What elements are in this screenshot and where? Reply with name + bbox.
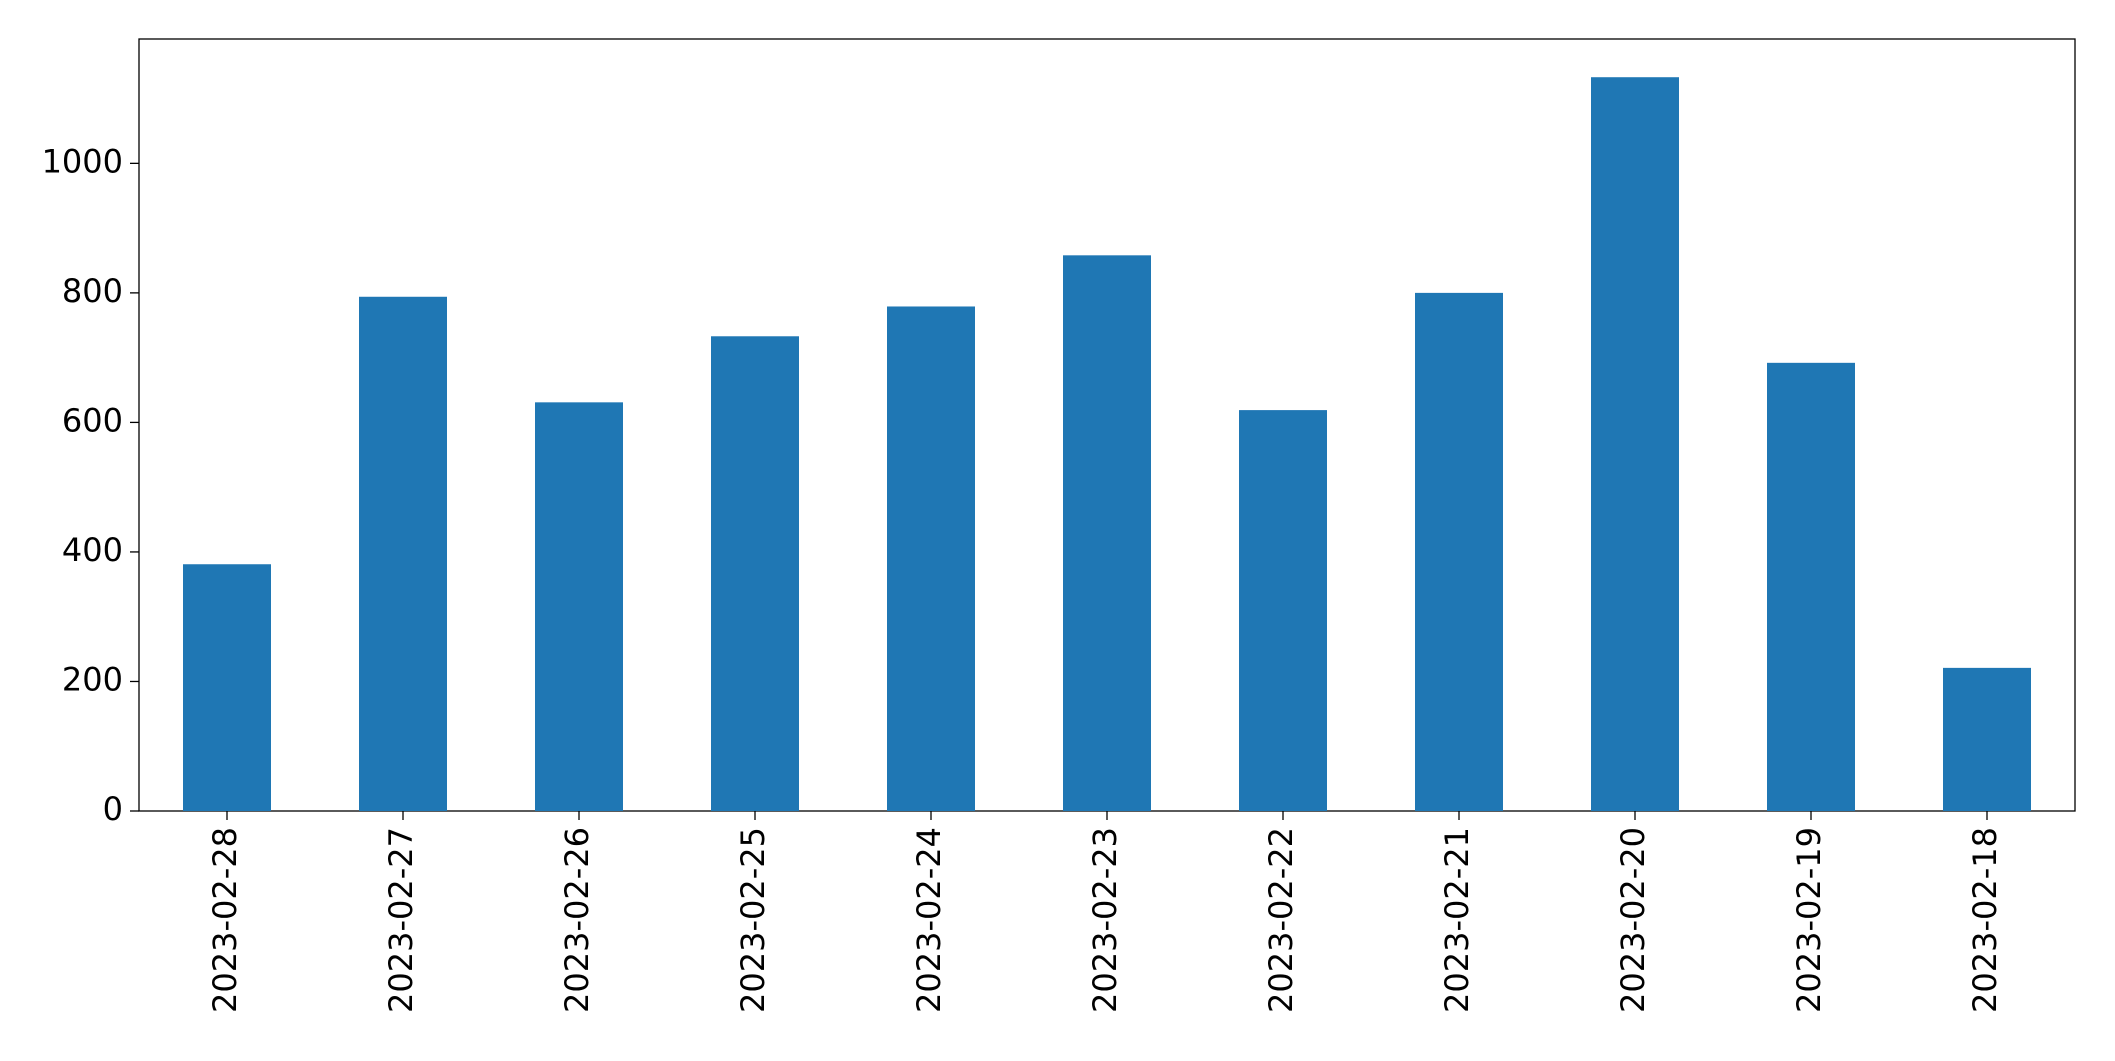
x-tick-label: 2023-02-21 <box>1438 827 1476 1013</box>
x-tick-label: 2023-02-28 <box>206 827 244 1013</box>
bar <box>535 402 623 811</box>
bar <box>1063 255 1151 811</box>
y-tick-label: 0 <box>103 790 123 828</box>
bar <box>711 336 799 811</box>
bar <box>1239 410 1327 811</box>
x-tick-label: 2023-02-25 <box>734 827 772 1013</box>
y-tick-label: 600 <box>62 401 123 439</box>
bar <box>1591 77 1679 811</box>
bar <box>183 564 271 811</box>
y-tick-label: 1000 <box>42 142 123 180</box>
x-tick-label: 2023-02-24 <box>910 827 948 1013</box>
bar <box>887 306 975 811</box>
x-tick-label: 2023-02-20 <box>1614 827 1652 1013</box>
y-tick-label: 200 <box>62 660 123 698</box>
bar <box>1415 292 1503 812</box>
bar <box>1943 667 2031 811</box>
x-tick-label: 2023-02-18 <box>1966 827 2004 1013</box>
x-tick-label: 2023-02-19 <box>1790 827 1828 1013</box>
x-tick-label: 2023-02-22 <box>1262 827 1300 1013</box>
x-tick-label: 2023-02-23 <box>1086 827 1124 1013</box>
bar <box>359 296 447 811</box>
y-tick-label: 400 <box>62 531 123 569</box>
y-tick-label: 800 <box>62 272 123 310</box>
x-tick-label: 2023-02-27 <box>382 827 420 1013</box>
bar <box>1767 362 1855 811</box>
x-tick-label: 2023-02-26 <box>558 827 596 1013</box>
